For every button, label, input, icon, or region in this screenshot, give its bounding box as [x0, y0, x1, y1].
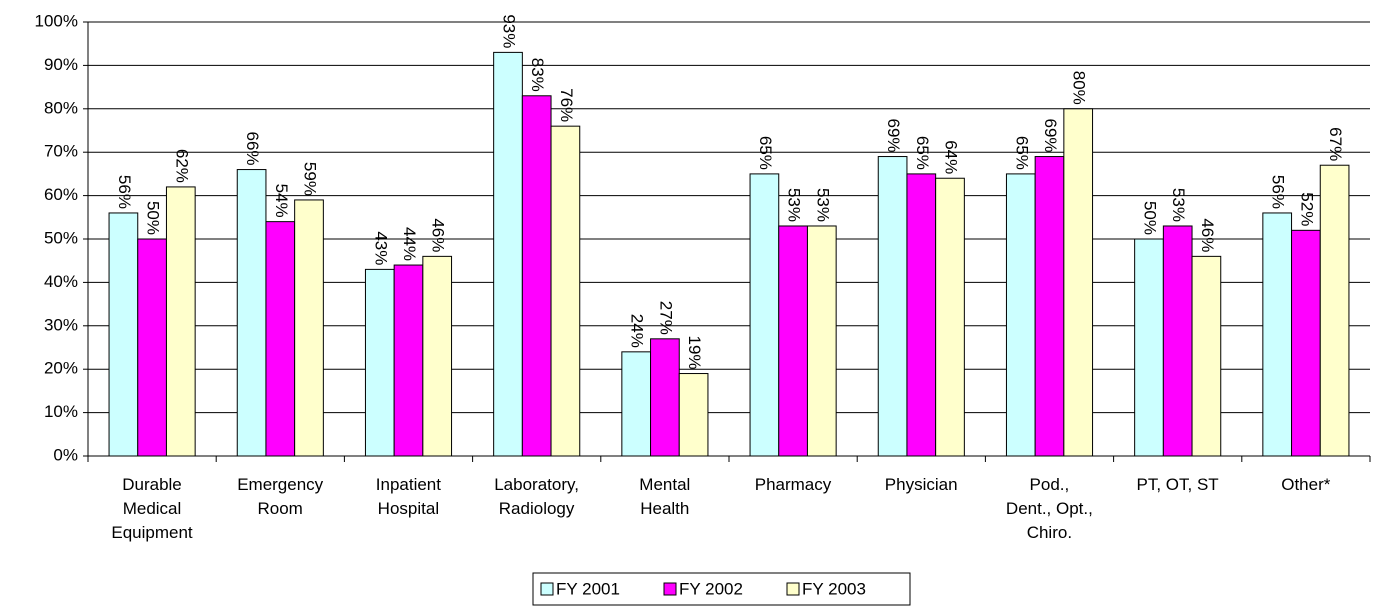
bar [1262, 212, 1293, 457]
x-tick-label: Mental Health [639, 475, 691, 518]
y-tick-label: 10% [44, 402, 78, 421]
data-label: 93% [500, 14, 519, 48]
bar [678, 373, 709, 457]
data-label: 64% [942, 140, 961, 174]
y-tick-label: 50% [44, 228, 78, 247]
data-label: 46% [429, 218, 448, 252]
y-tick-label: 40% [44, 272, 78, 291]
data-label: 52% [1297, 192, 1316, 226]
x-tick-label: PT, OT, ST [1136, 475, 1219, 494]
bar [1005, 173, 1036, 457]
y-tick-label: 80% [44, 98, 78, 117]
legend-box [532, 572, 911, 606]
y-tick-label: 70% [44, 142, 78, 161]
bar [877, 156, 908, 457]
data-label: 43% [371, 231, 390, 265]
data-label: 59% [301, 162, 320, 196]
legend-label: FY 2003 [802, 579, 866, 598]
x-tick-label: Durable Medical Equipment [111, 475, 193, 542]
data-label: 83% [528, 58, 547, 92]
bar [906, 173, 937, 457]
data-label: 54% [272, 184, 291, 218]
data-label: 50% [144, 201, 163, 235]
x-tick-label: Other* [1281, 475, 1331, 494]
bar [294, 199, 324, 457]
bar [1162, 225, 1193, 457]
data-label: 76% [557, 88, 576, 122]
bar [364, 268, 395, 457]
data-label: 27% [656, 301, 675, 335]
y-tick-label: 90% [44, 55, 78, 74]
legend-swatch [786, 582, 800, 596]
x-tick-label: Inpatient Hospital [375, 475, 441, 518]
bar [749, 173, 780, 457]
y-tick-label: 100% [35, 11, 78, 30]
bar [393, 264, 424, 457]
bar [1134, 238, 1164, 457]
bar [1191, 255, 1222, 457]
data-label: 62% [172, 149, 191, 183]
x-tick-label: Pod., Dent., Opt., Chiro. [1005, 475, 1093, 542]
bar [1291, 229, 1321, 457]
data-label: 46% [1198, 218, 1217, 252]
bar [265, 221, 296, 457]
data-label: 65% [1012, 136, 1031, 170]
bar [1063, 108, 1094, 457]
bar [1034, 156, 1065, 457]
bar [650, 338, 680, 457]
data-label: 67% [1326, 127, 1345, 161]
bar [1319, 164, 1350, 457]
y-tick-label: 0% [53, 445, 78, 464]
data-label: 24% [628, 314, 647, 348]
data-label: 53% [1169, 188, 1188, 222]
x-tick-label: Laboratory, Radiology [494, 475, 579, 518]
data-label: 53% [813, 188, 832, 222]
legend-label: FY 2002 [679, 579, 743, 598]
data-label: 44% [400, 227, 419, 261]
bar [621, 351, 652, 457]
bar [108, 212, 139, 457]
bar [521, 95, 552, 457]
data-label: 65% [913, 136, 932, 170]
data-label: 56% [1269, 175, 1288, 209]
data-label: 66% [243, 132, 262, 166]
bar [422, 255, 453, 457]
bar [550, 125, 581, 457]
data-label: 80% [1070, 71, 1089, 105]
bar [137, 238, 167, 457]
bar [806, 225, 837, 457]
legend-swatch [663, 582, 677, 596]
data-label: 53% [785, 188, 804, 222]
y-tick-label: 60% [44, 185, 78, 204]
x-tick-label: Pharmacy [754, 475, 832, 494]
data-label: 69% [1041, 119, 1060, 153]
legend-swatch [540, 582, 554, 596]
data-label: 19% [685, 336, 704, 370]
bar [165, 186, 196, 457]
y-tick-label: 30% [44, 315, 78, 334]
data-label: 50% [1141, 201, 1160, 235]
data-label: 69% [884, 119, 903, 153]
bar [935, 177, 965, 457]
bar [778, 225, 808, 457]
x-tick-label: Emergency Room [237, 475, 324, 518]
x-tick-label: Physician [884, 475, 958, 494]
bar [493, 51, 523, 457]
data-label: 56% [115, 175, 134, 209]
data-label: 65% [756, 136, 775, 170]
bar [236, 169, 267, 457]
legend-label: FY 2001 [556, 579, 620, 598]
y-tick-label: 20% [44, 359, 78, 378]
